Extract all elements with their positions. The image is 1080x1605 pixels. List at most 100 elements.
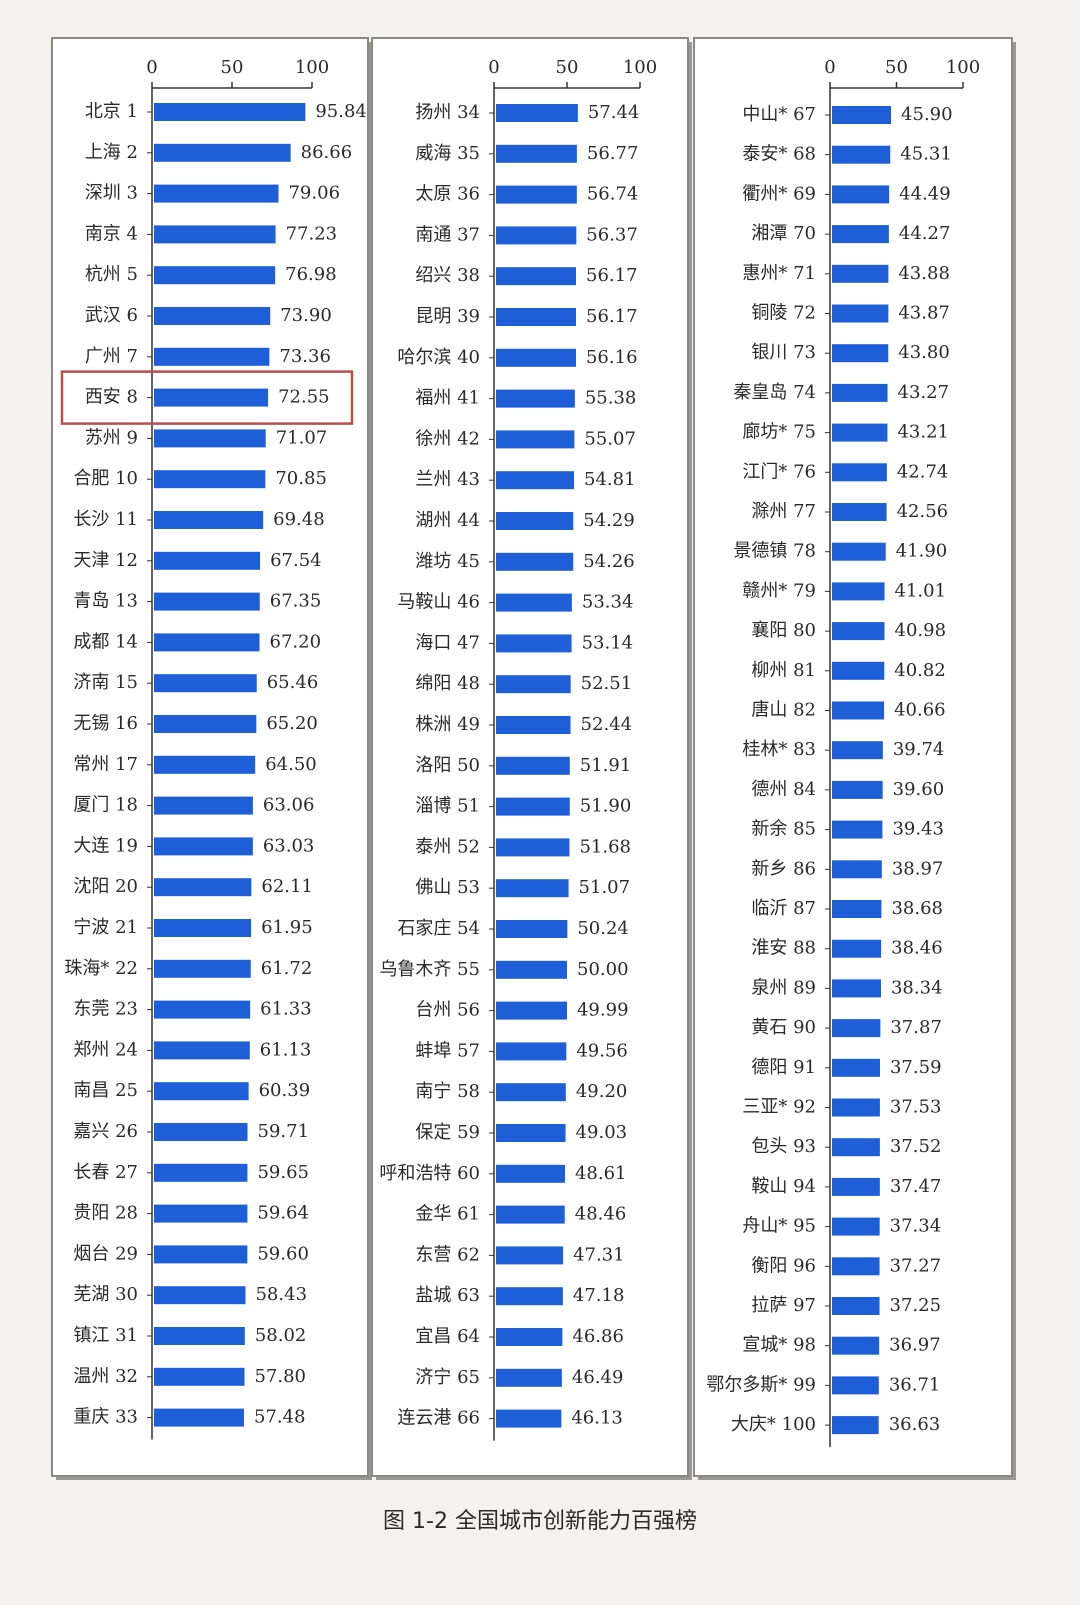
value-label: 47.18 (573, 1285, 625, 1306)
category-label: 绵阳 48 (415, 673, 480, 694)
value-label: 47.31 (573, 1244, 625, 1265)
value-label: 39.60 (893, 779, 945, 800)
value-label: 73.36 (279, 346, 331, 367)
bar (496, 144, 577, 163)
value-label: 65.20 (266, 713, 318, 734)
bar (832, 225, 889, 244)
category-label: 马鞍山 46 (397, 592, 480, 613)
bar (154, 1408, 244, 1427)
bar (832, 1376, 879, 1395)
category-label: 东营 62 (415, 1244, 480, 1265)
bar (832, 622, 885, 641)
value-label: 59.65 (257, 1162, 309, 1183)
bar (832, 1217, 880, 1236)
category-label: 青岛 13 (73, 591, 138, 612)
value-label: 54.26 (583, 551, 635, 572)
category-label: 舟山* 95 (742, 1216, 816, 1237)
bar (496, 552, 574, 571)
bar (496, 920, 568, 938)
bar (154, 429, 266, 448)
value-label: 56.17 (586, 306, 638, 327)
value-label: 49.20 (576, 1081, 628, 1102)
value-label: 48.61 (575, 1163, 627, 1184)
category-label: 黄石 90 (751, 1017, 816, 1038)
value-label: 44.27 (899, 223, 951, 244)
bar (496, 308, 577, 326)
category-label: 景德镇 78 (733, 541, 816, 562)
category-label: 秦皇岛 74 (733, 382, 816, 403)
bar (496, 960, 567, 979)
value-label: 67.20 (270, 631, 322, 652)
value-label: 71.07 (276, 427, 328, 448)
value-label: 67.54 (270, 550, 322, 571)
category-label: 合肥 10 (73, 468, 138, 489)
bar (832, 423, 888, 442)
value-label: 37.47 (890, 1176, 942, 1197)
bar (832, 820, 883, 839)
category-label: 杭州 5 (85, 264, 138, 285)
value-label: 48.46 (575, 1204, 627, 1225)
category-label: 大庆* 100 (731, 1414, 816, 1435)
category-label: 哈尔滨 40 (397, 347, 480, 368)
bar (496, 1368, 562, 1387)
value-label: 40.66 (894, 700, 946, 721)
category-label: 柳州 81 (751, 660, 816, 681)
value-label: 43.27 (898, 382, 950, 403)
value-label: 37.52 (890, 1136, 942, 1157)
category-label: 成都 14 (73, 631, 138, 652)
category-label: 芜湖 30 (73, 1284, 138, 1305)
value-label: 54.29 (583, 510, 635, 531)
bar (496, 1042, 567, 1061)
value-label: 61.33 (260, 999, 312, 1020)
bar (496, 1083, 566, 1102)
value-label: 41.90 (896, 541, 948, 562)
category-label: 银川 73 (751, 342, 816, 363)
category-label: 珠海* 22 (64, 958, 138, 979)
bar (154, 347, 270, 366)
value-label: 73.90 (280, 305, 332, 326)
bar (496, 593, 572, 612)
value-label: 59.64 (257, 1203, 309, 1224)
x-tick-label: 0 (824, 57, 835, 78)
bar (154, 551, 261, 570)
value-label: 49.99 (577, 1000, 629, 1021)
category-label: 海口 47 (415, 632, 480, 653)
value-label: 65.46 (267, 672, 319, 693)
bar (496, 838, 570, 857)
bar (496, 716, 571, 734)
bar (154, 1204, 248, 1223)
bar (832, 701, 885, 720)
bar (832, 979, 881, 998)
category-label: 镇江 31 (73, 1325, 138, 1346)
bar (832, 463, 887, 482)
value-label: 44.49 (899, 183, 951, 204)
category-label: 淮安 88 (751, 938, 816, 959)
category-label: 惠州* 71 (742, 263, 816, 284)
bar (832, 1177, 880, 1196)
category-label: 包头 93 (751, 1136, 816, 1157)
bar (154, 715, 257, 733)
category-label: 温州 32 (73, 1366, 138, 1387)
bar (832, 542, 886, 561)
value-label: 50.24 (577, 918, 629, 939)
category-label: 湘潭 70 (751, 223, 816, 244)
bar (832, 1297, 880, 1315)
category-label: 宜昌 64 (415, 1326, 480, 1347)
value-label: 37.27 (890, 1255, 942, 1276)
value-label: 36.97 (889, 1335, 941, 1356)
bar (832, 145, 891, 164)
bar (496, 1164, 565, 1183)
value-label: 37.53 (890, 1097, 942, 1118)
bar (154, 143, 291, 162)
category-label: 厦门 18 (73, 795, 138, 816)
value-label: 36.71 (889, 1374, 941, 1395)
value-label: 72.55 (278, 387, 330, 408)
category-label: 南通 37 (415, 224, 480, 245)
bar (154, 103, 306, 121)
category-label: 赣州* 79 (742, 580, 816, 601)
bar (154, 1123, 248, 1141)
category-label: 连云港 66 (397, 1408, 480, 1429)
bar (154, 674, 257, 693)
value-label: 56.74 (587, 184, 639, 205)
bar (832, 344, 889, 363)
